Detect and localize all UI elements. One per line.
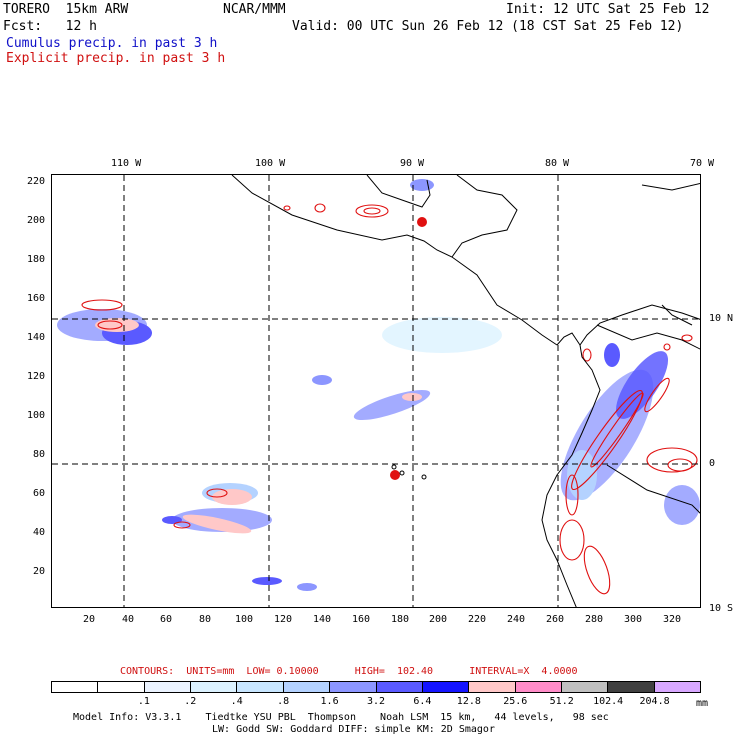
x-tick: 20 <box>82 614 96 625</box>
lon-label-90w: 90 W <box>400 158 425 169</box>
colorbar-swatch <box>561 682 609 692</box>
colorbar-swatch <box>98 682 145 692</box>
colorbar-swatch <box>330 682 377 692</box>
colorbar-label: 12.8 <box>456 696 481 707</box>
colorbar-swatch <box>376 682 423 692</box>
x-tick: 280 <box>584 614 604 625</box>
y-tick: 200 <box>26 215 45 226</box>
explicit-legend-label: Explicit precip. in past 3 h <box>6 51 226 66</box>
map-canvas <box>52 175 700 607</box>
lon-label-100w: 100 W <box>255 158 286 169</box>
explicit-precip-areas <box>95 217 427 534</box>
colorbar <box>51 681 701 693</box>
cumulus-precip-areas <box>57 179 700 591</box>
model-physics: LW: Godd SW: Goddard DIFF: simple KM: 2D… <box>212 724 495 735</box>
lon-label-80w: 80 W <box>545 158 570 169</box>
x-tick: 240 <box>506 614 526 625</box>
run-title: TORERO 15km ARW <box>3 2 129 17</box>
y-tick: 160 <box>26 293 45 304</box>
lat-label-10s: 10 S <box>709 603 734 614</box>
y-tick: 40 <box>32 527 45 538</box>
model-info: Model Info: V3.3.1 Tiedtke YSU PBL Thomp… <box>73 712 609 723</box>
graticule <box>52 175 700 607</box>
institution-label: NCAR/MMM <box>223 2 286 17</box>
colorbar-label: .4 <box>230 696 243 707</box>
x-tick: 300 <box>623 614 643 625</box>
x-tick: 200 <box>428 614 448 625</box>
y-tick: 60 <box>32 488 45 499</box>
init-time: Init: 12 UTC Sat 25 Feb 12 <box>506 2 710 17</box>
contours-info: CONTOURS: UNITS=mm LOW= 0.10000 HIGH= 10… <box>120 666 578 677</box>
x-tick: 160 <box>351 614 371 625</box>
explicit-contours <box>81 203 698 595</box>
colorbar-label: 6.4 <box>413 696 432 707</box>
y-tick: 120 <box>26 371 45 382</box>
valid-time: Valid: 00 UTC Sun 26 Feb 12 (18 CST Sat … <box>292 19 684 34</box>
forecast-hour: Fcst: 12 h <box>3 19 97 34</box>
coastlines <box>231 175 700 607</box>
colorbar-swatch <box>422 682 470 692</box>
y-tick: 180 <box>26 254 45 265</box>
lat-label-10n: 10 N <box>709 313 734 324</box>
x-tick: 220 <box>467 614 487 625</box>
colorbar-label: .2 <box>184 696 197 707</box>
x-tick: 80 <box>198 614 212 625</box>
colorbar-swatch <box>608 682 655 692</box>
y-tick: 140 <box>26 332 45 343</box>
colorbar-label: 25.6 <box>503 696 528 707</box>
lon-label-70w: 70 W <box>690 158 715 169</box>
colorbar-swatch <box>144 682 192 692</box>
colorbar-swatch <box>515 682 562 692</box>
x-tick: 140 <box>312 614 332 625</box>
colorbar-label: 102.4 <box>593 696 624 707</box>
colorbar-swatch <box>237 682 284 692</box>
precip-map <box>51 174 701 608</box>
colorbar-label: 204.8 <box>639 696 670 707</box>
y-tick: 220 <box>26 176 45 187</box>
x-tick: 60 <box>159 614 173 625</box>
colorbar-label: 51.2 <box>549 696 574 707</box>
x-tick: 120 <box>273 614 293 625</box>
colorbar-swatch <box>283 682 331 692</box>
lat-label-eq: 0 <box>709 458 716 469</box>
x-tick: 40 <box>121 614 135 625</box>
y-tick: 100 <box>26 410 45 421</box>
y-tick: 20 <box>32 566 45 577</box>
colorbar-swatch <box>191 682 238 692</box>
y-tick: 80 <box>32 449 45 460</box>
x-tick: 320 <box>662 614 682 625</box>
colorbar-label: .8 <box>277 696 290 707</box>
colorbar-swatch <box>654 682 701 692</box>
colorbar-label: 3.2 <box>366 696 386 707</box>
colorbar-swatch <box>469 682 516 692</box>
lon-label-110w: 110 W <box>111 158 142 169</box>
x-tick: 260 <box>545 614 565 625</box>
colorbar-swatch <box>52 682 99 692</box>
colorbar-label: 1.6 <box>320 696 339 707</box>
colorbar-units: mm <box>696 698 709 709</box>
cumulus-legend-label: Cumulus precip. in past 3 h <box>6 36 218 51</box>
x-tick: 100 <box>234 614 254 625</box>
colorbar-label: .1 <box>137 696 150 707</box>
x-tick: 180 <box>390 614 410 625</box>
